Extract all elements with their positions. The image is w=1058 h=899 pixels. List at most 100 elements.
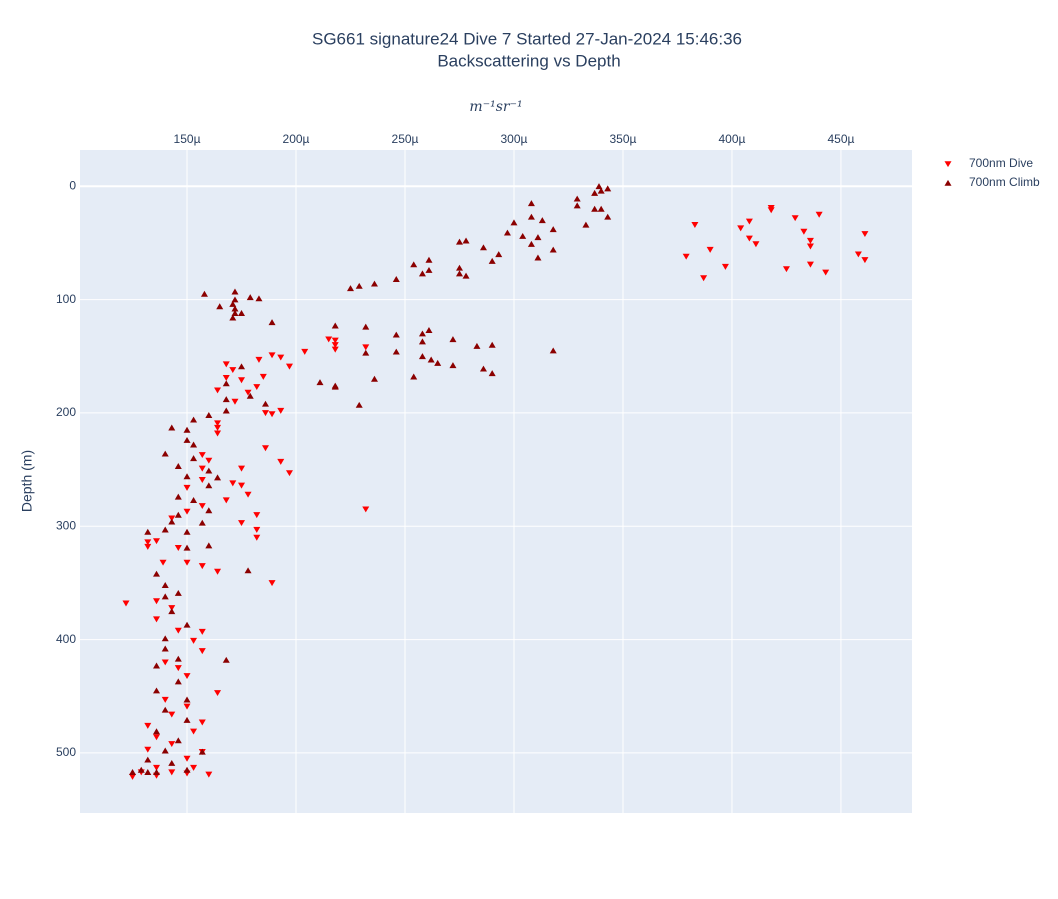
- data-point: [231, 305, 239, 312]
- data-point: [246, 294, 254, 301]
- data-point: [174, 655, 182, 662]
- data-point: [214, 387, 222, 394]
- data-point: [222, 380, 230, 387]
- data-point: [168, 605, 176, 612]
- data-point: [455, 238, 463, 245]
- data-point: [153, 734, 161, 741]
- data-point: [549, 246, 557, 253]
- data-point: [190, 497, 198, 503]
- data-point: [153, 538, 161, 545]
- data-point: [168, 608, 176, 615]
- data-point: [174, 511, 182, 518]
- y-tick-label: 200: [56, 405, 76, 419]
- data-point: [488, 341, 496, 348]
- data-point: [238, 363, 246, 370]
- legend-label: 700nm Dive: [969, 156, 1033, 170]
- data-point: [745, 235, 753, 242]
- data-point: [183, 508, 191, 515]
- data-point: [455, 264, 463, 271]
- data-point: [161, 593, 169, 600]
- data-point: [301, 348, 309, 355]
- x-tick-label: 150µ: [174, 132, 201, 146]
- data-point: [255, 356, 263, 363]
- data-point: [214, 690, 222, 697]
- data-point: [791, 215, 799, 222]
- data-point: [246, 392, 254, 399]
- data-point: [129, 769, 137, 775]
- data-point: [255, 295, 263, 302]
- data-point: [183, 559, 191, 566]
- data-point: [129, 773, 137, 780]
- data-point: [174, 545, 182, 551]
- data-point: [183, 426, 191, 433]
- data-point: [198, 648, 206, 655]
- data-point: [174, 463, 182, 469]
- data-point: [229, 300, 237, 307]
- data-point: [549, 226, 557, 233]
- data-point: [473, 342, 481, 349]
- data-point: [198, 465, 206, 472]
- data-point: [331, 383, 339, 390]
- data-point: [174, 493, 182, 500]
- data-point: [503, 229, 511, 236]
- data-point: [700, 275, 708, 282]
- data-point: [214, 568, 222, 575]
- data-point: [161, 747, 169, 754]
- y-tick-label: 500: [56, 745, 76, 759]
- data-point: [362, 323, 370, 330]
- data-point: [183, 528, 191, 535]
- data-point: [174, 627, 182, 634]
- data-point: [745, 218, 753, 225]
- data-point: [582, 221, 590, 228]
- x-tick-label: 350µ: [610, 132, 637, 146]
- data-point: [370, 280, 378, 287]
- data-point: [261, 410, 269, 417]
- data-point: [144, 769, 152, 775]
- data-point: [392, 348, 400, 355]
- data-point: [268, 411, 276, 418]
- data-point: [752, 241, 760, 248]
- data-point: [183, 621, 191, 628]
- data-point: [527, 213, 535, 220]
- data-point: [214, 424, 222, 431]
- data-point: [721, 263, 729, 270]
- data-point: [285, 363, 293, 370]
- data-point: [229, 480, 237, 487]
- data-point: [316, 379, 324, 386]
- data-point: [214, 430, 222, 437]
- data-point: [238, 520, 246, 527]
- data-point: [214, 474, 222, 481]
- data-point: [198, 452, 206, 459]
- data-point: [362, 349, 370, 356]
- data-point: [161, 645, 169, 652]
- data-point: [168, 424, 176, 431]
- data-point: [231, 310, 239, 316]
- data-point: [325, 336, 333, 343]
- data-point: [591, 189, 599, 196]
- data-point: [198, 628, 206, 635]
- data-point: [488, 370, 496, 377]
- data-point: [861, 231, 869, 238]
- data-point: [153, 616, 161, 623]
- data-point: [331, 342, 339, 349]
- x-tick-label: 300µ: [501, 132, 528, 146]
- data-point: [479, 244, 487, 251]
- data-point: [268, 319, 276, 326]
- data-point: [168, 769, 176, 776]
- data-point: [425, 266, 433, 273]
- data-point: [277, 458, 285, 465]
- data-point: [174, 678, 182, 685]
- data-point: [277, 407, 285, 414]
- data-point: [462, 237, 470, 244]
- x-tick-label: 450µ: [827, 132, 854, 146]
- data-point: [238, 465, 246, 472]
- data-point: [261, 400, 269, 407]
- data-point: [229, 314, 237, 321]
- data-point: [806, 261, 814, 268]
- data-point: [782, 266, 790, 273]
- data-point: [222, 407, 230, 414]
- data-point: [259, 373, 267, 380]
- data-point: [190, 455, 198, 462]
- data-point: [392, 331, 400, 338]
